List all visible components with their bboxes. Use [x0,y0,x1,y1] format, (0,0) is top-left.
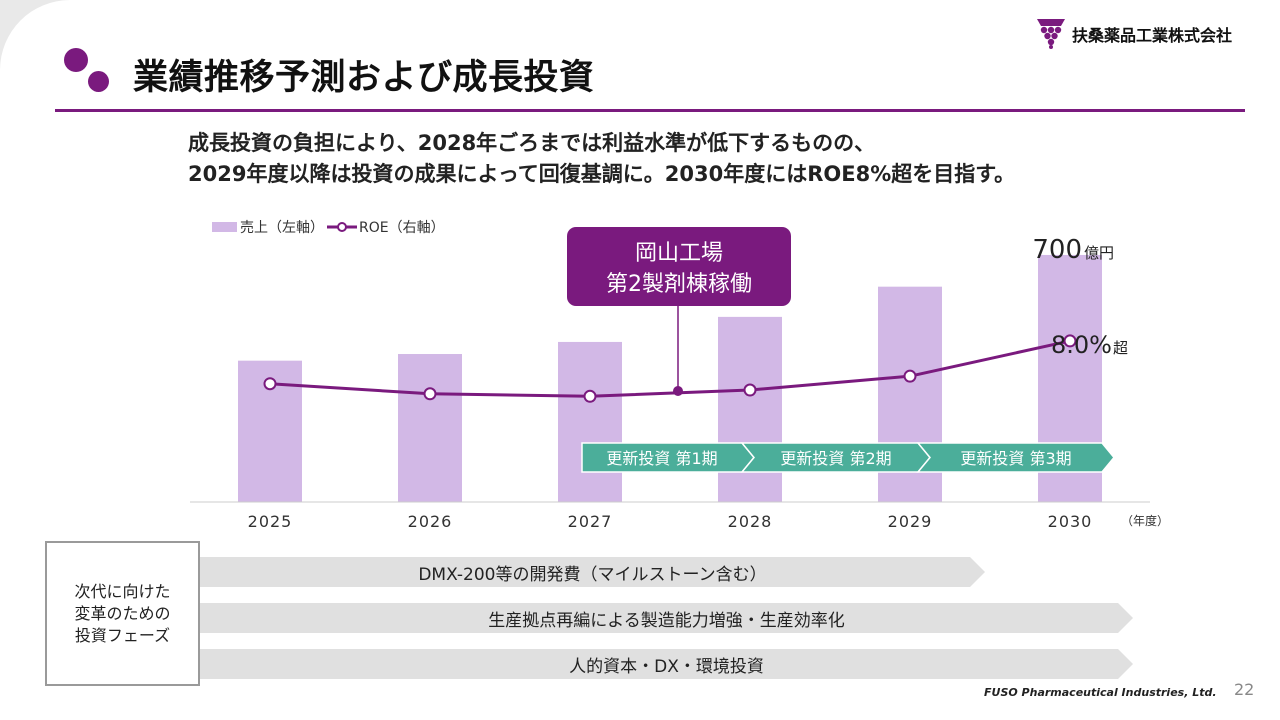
x-tick-label-2030: 2030 [1048,512,1093,531]
legend-revenue-swatch [212,222,237,232]
roe-point-2030 [1063,334,1077,348]
phase-label-3: 更新投資 第3期 [960,449,1071,468]
x-tick-label-2026: 2026 [408,512,453,531]
investment-arrow-human-capital: 人的資本・DX・環境投資 [200,649,1133,679]
roe-end-suffix: 超 [1113,339,1128,357]
roe-point-2027 [583,389,597,403]
lead-line-2: 2029年度以降は投資の成果によって回復基調に。2030年度にはROE8%超を目… [188,162,1016,186]
investment-arrow-production: 生産拠点再編による製造能力増強・生産効率化 [200,603,1133,633]
page-title: 業績推移予測および成長投資 [133,58,595,98]
phase-box-line-2: 変革のための [74,603,171,623]
roe-point-2028 [743,383,757,397]
revenue-end-unit: 億円 [1084,244,1114,262]
legend-revenue-label: 売上（左軸） [240,220,324,236]
legend-roe-label: ROE（右軸） [359,220,445,236]
title-divider [55,109,1245,112]
callout-line-2: 第2製剤棟稼働 [606,272,752,297]
phase-label-1: 更新投資 第1期 [606,449,717,468]
roe-point-2025 [263,377,277,391]
revenue-bar-2026 [398,354,462,502]
roe-line [269,339,1071,398]
lead-line-1: 成長投資の負担により、2028年ごろまでは利益水準が低下するものの、 [188,131,876,155]
revenue-end-value: 700 [1032,235,1082,265]
phase-box-line-3: 投資フェーズ [74,625,171,645]
investment-arrow-label: 人的資本・DX・環境投資 [569,656,764,677]
phase-label-2: 更新投資 第2期 [780,449,891,468]
revenue-bar-2027 [558,341,622,502]
page-number: 22 [1234,680,1255,699]
investment-arrow-dev-cost: DMX-200等の開発費（マイルストーン含む） [200,557,985,587]
x-tick-label-2028: 2028 [728,512,773,531]
legend-roe-marker [337,222,347,232]
footer-company-en: FUSO Pharmaceutical Industries, Ltd. [984,686,1217,699]
phase-box-line-1: 次代に向けた [74,581,171,601]
phase-arrow-3 [916,442,1115,473]
x-tick-label-2025: 2025 [248,512,293,531]
roe-end-value: 8.0% [1051,331,1112,359]
investment-arrow-label: DMX-200等の開発費（マイルストーン含む） [418,564,767,585]
callout-pointer-dot [673,386,683,396]
investment-arrow-label: 生産拠点再編による製造能力増強・生産効率化 [488,610,845,631]
revenue-bar-2028 [718,316,782,502]
roe-point-2029 [903,369,917,383]
x-axis-unit-label: （年度） [1121,513,1169,528]
callout-line-1: 岡山工場 [635,241,723,266]
x-tick-label-2027: 2027 [568,512,613,531]
x-tick-label-2029: 2029 [888,512,933,531]
company-logo-grape-icon [1037,19,1065,49]
roe-point-2026 [423,387,437,401]
company-name: 扶桑薬品工業株式会社 [1072,26,1233,45]
lead-text: 成長投資の負担により、2028年ごろまでは利益水準が低下するものの、 2029年… [188,128,1015,190]
investment-phase-label-box: 次代に向けた 変革のための 投資フェーズ [45,541,200,686]
callout-box [567,227,791,306]
